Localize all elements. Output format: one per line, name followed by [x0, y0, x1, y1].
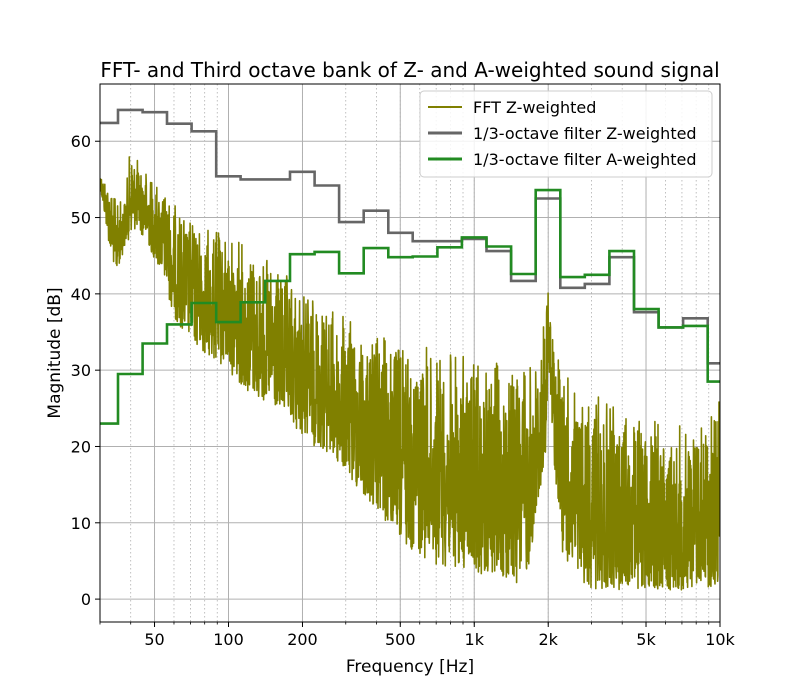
- x-tick-label: 5k: [636, 630, 656, 649]
- x-tick-label: 2k: [539, 630, 559, 649]
- x-tick-label: 200: [287, 630, 318, 649]
- y-tick-label: 40: [71, 285, 91, 304]
- y-axis-label: Magnitude [dB]: [45, 287, 65, 418]
- legend-label-third-octave-z: 1/3-octave filter Z-weighted: [473, 124, 697, 143]
- y-tick-label: 50: [71, 209, 91, 228]
- y-tick-label: 20: [71, 437, 91, 456]
- x-tick-label: 50: [144, 630, 164, 649]
- x-tick-label: 10k: [705, 630, 735, 649]
- axis-ticks: 50 100 200 500 1k 2k 5k 10k 0 10 20 30 40 50 60: [71, 132, 736, 649]
- x-tick-label: 1k: [465, 630, 485, 649]
- legend-label-fft-z: FFT Z-weighted: [473, 98, 596, 117]
- series-third-octave-z-weighted: [100, 108, 720, 365]
- legend-label-third-octave-a: 1/3-octave filter A-weighted: [473, 150, 697, 169]
- plot-frame: [99, 83, 721, 623]
- chart-title: FFT- and Third octave bank of Z- and A-w…: [100, 58, 719, 82]
- y-tick-label: 0: [81, 590, 91, 609]
- y-tick-label: 30: [71, 361, 91, 380]
- y-tick-label: 10: [71, 514, 91, 533]
- legend-box: [419, 90, 713, 178]
- x-tick-label: 100: [213, 630, 244, 649]
- plot-area: [100, 108, 720, 591]
- series-fft-z-weighted: [100, 156, 720, 591]
- x-axis-label: Frequency [Hz]: [346, 657, 474, 677]
- legend: FFT Z-weighted 1/3-octave filter Z-weigh…: [419, 90, 713, 178]
- x-tick-label: 500: [385, 630, 416, 649]
- y-tick-label: 60: [71, 132, 91, 151]
- series-third-octave-a-weighted: [100, 188, 720, 425]
